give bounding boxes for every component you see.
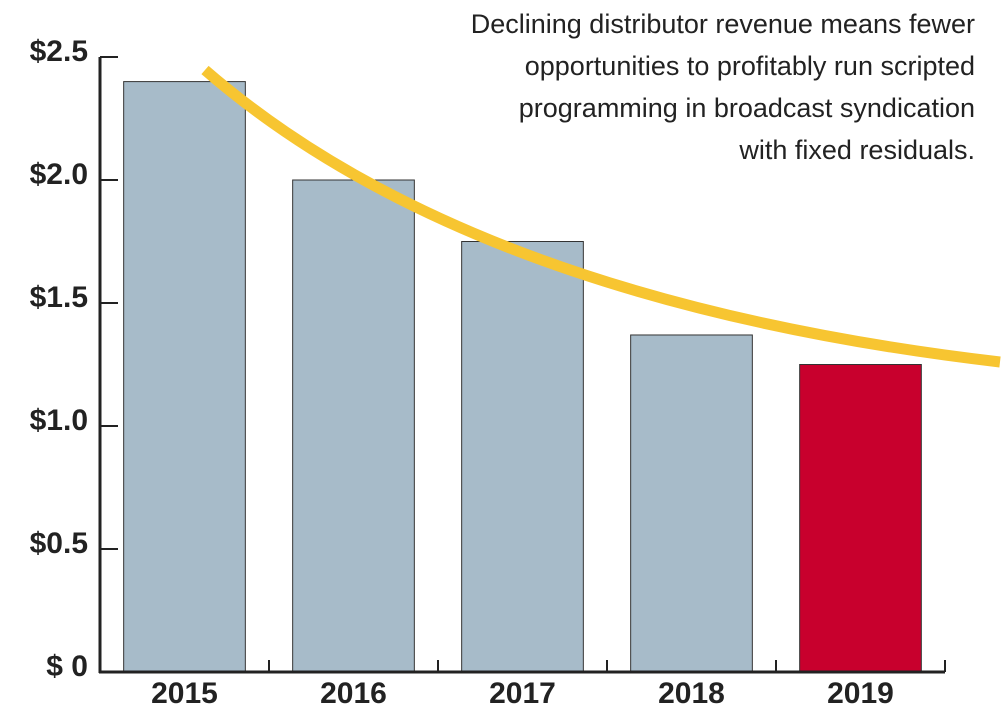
x-tick-label: 2017 [489, 677, 556, 710]
y-tick-label: $1.0 [30, 404, 88, 437]
annotation-line: with fixed residuals. [738, 135, 975, 165]
trend-curve [201, 65, 1001, 368]
y-tick-label: $2.5 [30, 35, 88, 68]
annotation-line: programming in broadcast syndication [519, 93, 975, 123]
bar [630, 334, 753, 673]
bar [292, 179, 415, 673]
annotation: Declining distributor revenue means fewe… [471, 9, 975, 165]
x-tick-label: 2019 [827, 677, 894, 710]
x-tick-label: 2018 [658, 677, 725, 710]
y-tick-label: $ 0 [46, 650, 88, 683]
x-tick-label: 2015 [151, 677, 218, 710]
bar [123, 81, 246, 673]
annotation-line: opportunities to profitably run scripted [525, 51, 975, 81]
bar [461, 241, 584, 673]
x-tick-label: 2016 [320, 677, 387, 710]
bar [799, 364, 922, 673]
y-tick-label: $0.5 [30, 527, 88, 560]
annotation-line: Declining distributor revenue means fewe… [471, 9, 975, 39]
y-tick-label: $2.0 [30, 158, 88, 191]
bars [123, 81, 922, 673]
y-tick-label: $1.5 [30, 281, 88, 314]
